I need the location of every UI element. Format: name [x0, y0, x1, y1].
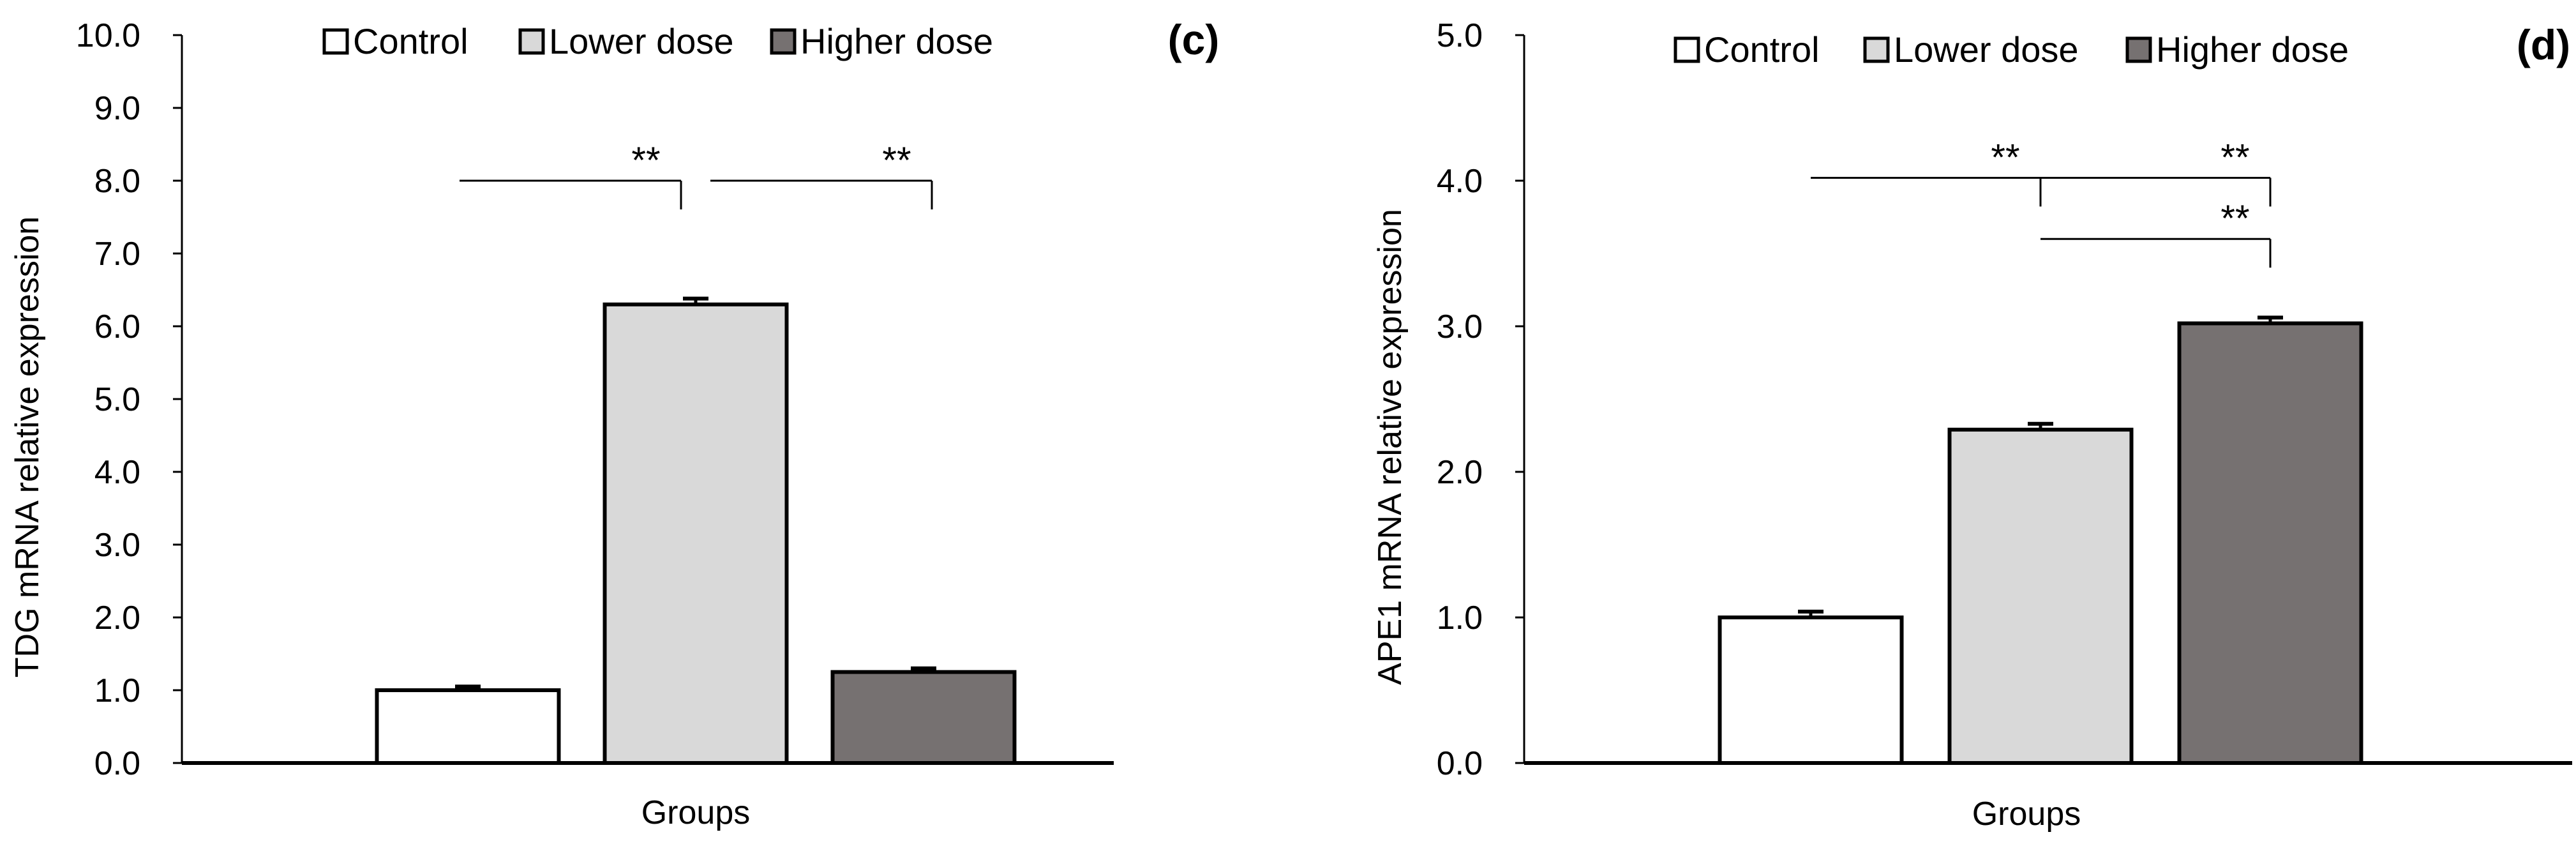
panel-c-y-tick-label: 7.0 — [94, 236, 140, 273]
panel-d-legend-swatch-lower-dose — [1863, 36, 1890, 63]
panel-c-significance-label: ** — [631, 140, 660, 181]
panel-c-legend-swatch-lower-dose — [518, 28, 545, 55]
panel-c-y-tick-label: 10.0 — [76, 17, 140, 54]
panel-d-y-tick-label: 1.0 — [1437, 600, 1483, 637]
panel-c-legend-swatch-higher-dose — [770, 28, 797, 55]
panel-c-legend-control: Control — [353, 21, 468, 61]
panel-d-legend-control: Control — [1704, 29, 1820, 70]
panel-d-bar-lower-dose — [1947, 427, 2134, 765]
panel-c-legend-higher-dose: Higher dose — [800, 21, 993, 61]
panel-d-significance: ** ** ** — [1811, 137, 2272, 268]
panel-c-y-ticks — [173, 34, 182, 764]
panel-c-significance: ** ** — [460, 140, 933, 209]
panel-d-legend-lower-dose: Lower dose — [1894, 29, 2079, 70]
panel-d-bar-control — [1718, 616, 1904, 765]
panel-c-y-tick-label: 9.0 — [94, 90, 140, 127]
panel-c-y-tick-labels: 0.0 1.0 2.0 3.0 4.0 5.0 6.0 7.0 8.0 9.0 10.0 — [76, 17, 140, 782]
panel-c-significance-label: ** — [882, 140, 911, 181]
panel-d-y-tick-label: 4.0 — [1437, 163, 1483, 200]
panel-d-y-axis-label: APE1 mRNA relative expression — [1372, 209, 1409, 685]
panel-d-y-tick-label: 3.0 — [1437, 308, 1483, 345]
panel-d-legend-swatch-control — [1674, 36, 1700, 63]
panel-c-bar-higher-dose — [830, 670, 1017, 765]
panel-d-y-tick-label: 2.0 — [1437, 454, 1483, 491]
panel-d-y-tick-label: 0.0 — [1437, 745, 1483, 782]
panel-d-bar-higher-dose — [2177, 321, 2363, 765]
panel-c-legend-lower-dose: Lower dose — [549, 21, 734, 61]
panel-d-y-tick-label: 5.0 — [1437, 17, 1483, 54]
panel-c-bars — [375, 296, 1017, 765]
panel-c-tdg-chart: TDG mRNA relative expression 0.0 1.0 2.0 3.… — [9, 16, 1219, 831]
panel-d-y-ticks — [1515, 34, 1524, 764]
panel-c-bar-control — [375, 688, 561, 765]
panel-c-y-tick-label: 4.0 — [94, 454, 140, 491]
panel-d-significance-label: ** — [2220, 198, 2249, 239]
panel-d-significance-label: ** — [1991, 137, 2019, 178]
panel-d-legend: Control Lower dose Higher dose — [1674, 29, 2349, 70]
panel-d-legend-swatch-higher-dose — [2125, 36, 2152, 63]
panel-c-bar-lower-dose — [603, 302, 789, 765]
panel-d-y-tick-labels: 0.0 1.0 2.0 3.0 4.0 5.0 — [1437, 17, 1483, 782]
panel-d-x-axis-label: Groups — [1972, 796, 2081, 833]
panel-c-y-tick-label: 1.0 — [94, 672, 140, 709]
panel-c-y-tick-label: 2.0 — [94, 600, 140, 637]
panel-d-bars — [1718, 315, 2363, 765]
panel-c-legend-swatch-control — [322, 28, 349, 55]
panel-c-y-axis-label: TDG mRNA relative expression — [9, 216, 46, 677]
panel-c-x-axis-label: Groups — [641, 794, 751, 831]
panel-d-label: (d) — [2517, 21, 2570, 68]
panel-d-legend-higher-dose: Higher dose — [2156, 29, 2349, 70]
panel-c-y-tick-label: 6.0 — [94, 308, 140, 345]
panel-c-y-tick-label: 5.0 — [94, 381, 140, 418]
panel-c-legend: Control Lower dose Higher dose — [322, 21, 993, 61]
panel-c-y-tick-label: 0.0 — [94, 745, 140, 782]
panel-d-ape1-chart: APE1 mRNA relative expression 0.0 1.0 2.0 3… — [1372, 17, 2572, 833]
panel-c-y-tick-label: 3.0 — [94, 527, 140, 564]
panel-c-label: (c) — [1168, 16, 1220, 63]
panel-c-y-tick-label: 8.0 — [94, 163, 140, 200]
panel-d-significance-label: ** — [2220, 137, 2249, 178]
